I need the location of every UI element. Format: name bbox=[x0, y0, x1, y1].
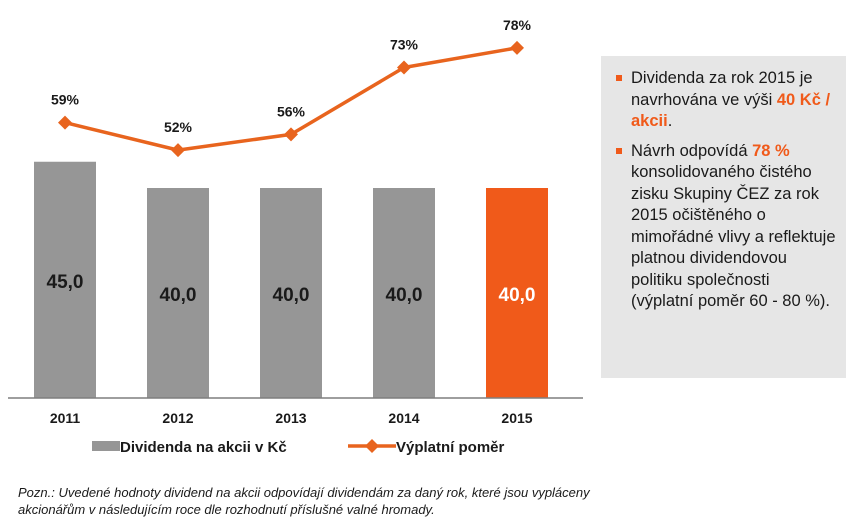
info-bullet-2: Návrh odpovídá 78 % konsolidovaného čist… bbox=[615, 141, 836, 313]
legend-line-label: Výplatní poměr bbox=[396, 439, 505, 456]
bar-value-label: 40,0 bbox=[160, 285, 197, 306]
payout-label: 59% bbox=[51, 92, 80, 108]
payout-line-layer: 59% 52% 56% 73% 78% bbox=[51, 17, 532, 158]
x-tick-label: 2013 bbox=[275, 410, 306, 426]
bullet-1-highlight: 40 Kč / akcii bbox=[631, 90, 831, 131]
bar-value-label: 40,0 bbox=[499, 285, 536, 306]
bar-2012 bbox=[147, 188, 209, 398]
info-bullet-1: Dividenda za rok 2015 je navrhována ve v… bbox=[615, 68, 836, 133]
payout-point-2014 bbox=[397, 60, 411, 75]
payout-label: 56% bbox=[277, 103, 306, 119]
legend: Dividenda na akcii v Kč Výplatní poměr bbox=[92, 439, 505, 456]
bullet-1-end: . bbox=[667, 112, 673, 130]
footnote: Pozn.: Uvedené hodnoty dividend na akcii… bbox=[18, 485, 590, 517]
bar-value-label: 40,0 bbox=[273, 285, 310, 306]
payout-label: 52% bbox=[164, 119, 193, 135]
legend-bar-swatch bbox=[92, 441, 120, 451]
bullet-square-icon bbox=[616, 147, 622, 154]
dividend-chart: 45,040,0 40,0 40,0 40,0 2011 2012 2013 2014 201… bbox=[8, 17, 583, 456]
bar-2015 bbox=[486, 188, 548, 398]
legend-diamond-icon bbox=[365, 439, 379, 453]
x-ticks-layer: 2011 2012 2013 2014 2015 bbox=[50, 410, 533, 426]
x-tick-label: 2014 bbox=[388, 410, 419, 426]
bar-2011 bbox=[34, 161, 96, 398]
bullet-1-text: Dividenda za rok 2015 je navrhována ve v… bbox=[631, 69, 813, 109]
bullet-2-highlight: 78 % bbox=[752, 141, 790, 160]
bar-value-label: 40,0 bbox=[386, 285, 423, 306]
info-box: Dividenda za rok 2015 je navrhována ve v… bbox=[601, 56, 846, 378]
legend-bar-label: Dividenda na akcii v Kč bbox=[120, 439, 287, 456]
x-tick-label: 2011 bbox=[50, 410, 81, 426]
bars-layer: 45,0 40,0 40,0 40,0 40,0 bbox=[34, 161, 548, 398]
payout-point-2013 bbox=[284, 127, 298, 142]
bar-2013 bbox=[260, 188, 322, 398]
payout-point-2011 bbox=[58, 115, 72, 130]
payout-label: 78% bbox=[503, 17, 532, 33]
payout-label: 73% bbox=[390, 37, 419, 53]
payout-point-2015 bbox=[510, 40, 524, 55]
bar-2014 bbox=[373, 188, 435, 398]
bullet-square-icon bbox=[616, 75, 622, 81]
x-tick-label: 2015 bbox=[501, 410, 532, 426]
bar-value-label: 45,0 bbox=[47, 272, 84, 293]
bullet-2-text: Návrh odpovídá bbox=[631, 141, 748, 160]
x-tick-label: 2012 bbox=[162, 410, 193, 426]
payout-point-2012 bbox=[171, 143, 185, 158]
bullet-2-rest: konsolidovaného čistého zisku Skupiny ČE… bbox=[631, 163, 836, 310]
